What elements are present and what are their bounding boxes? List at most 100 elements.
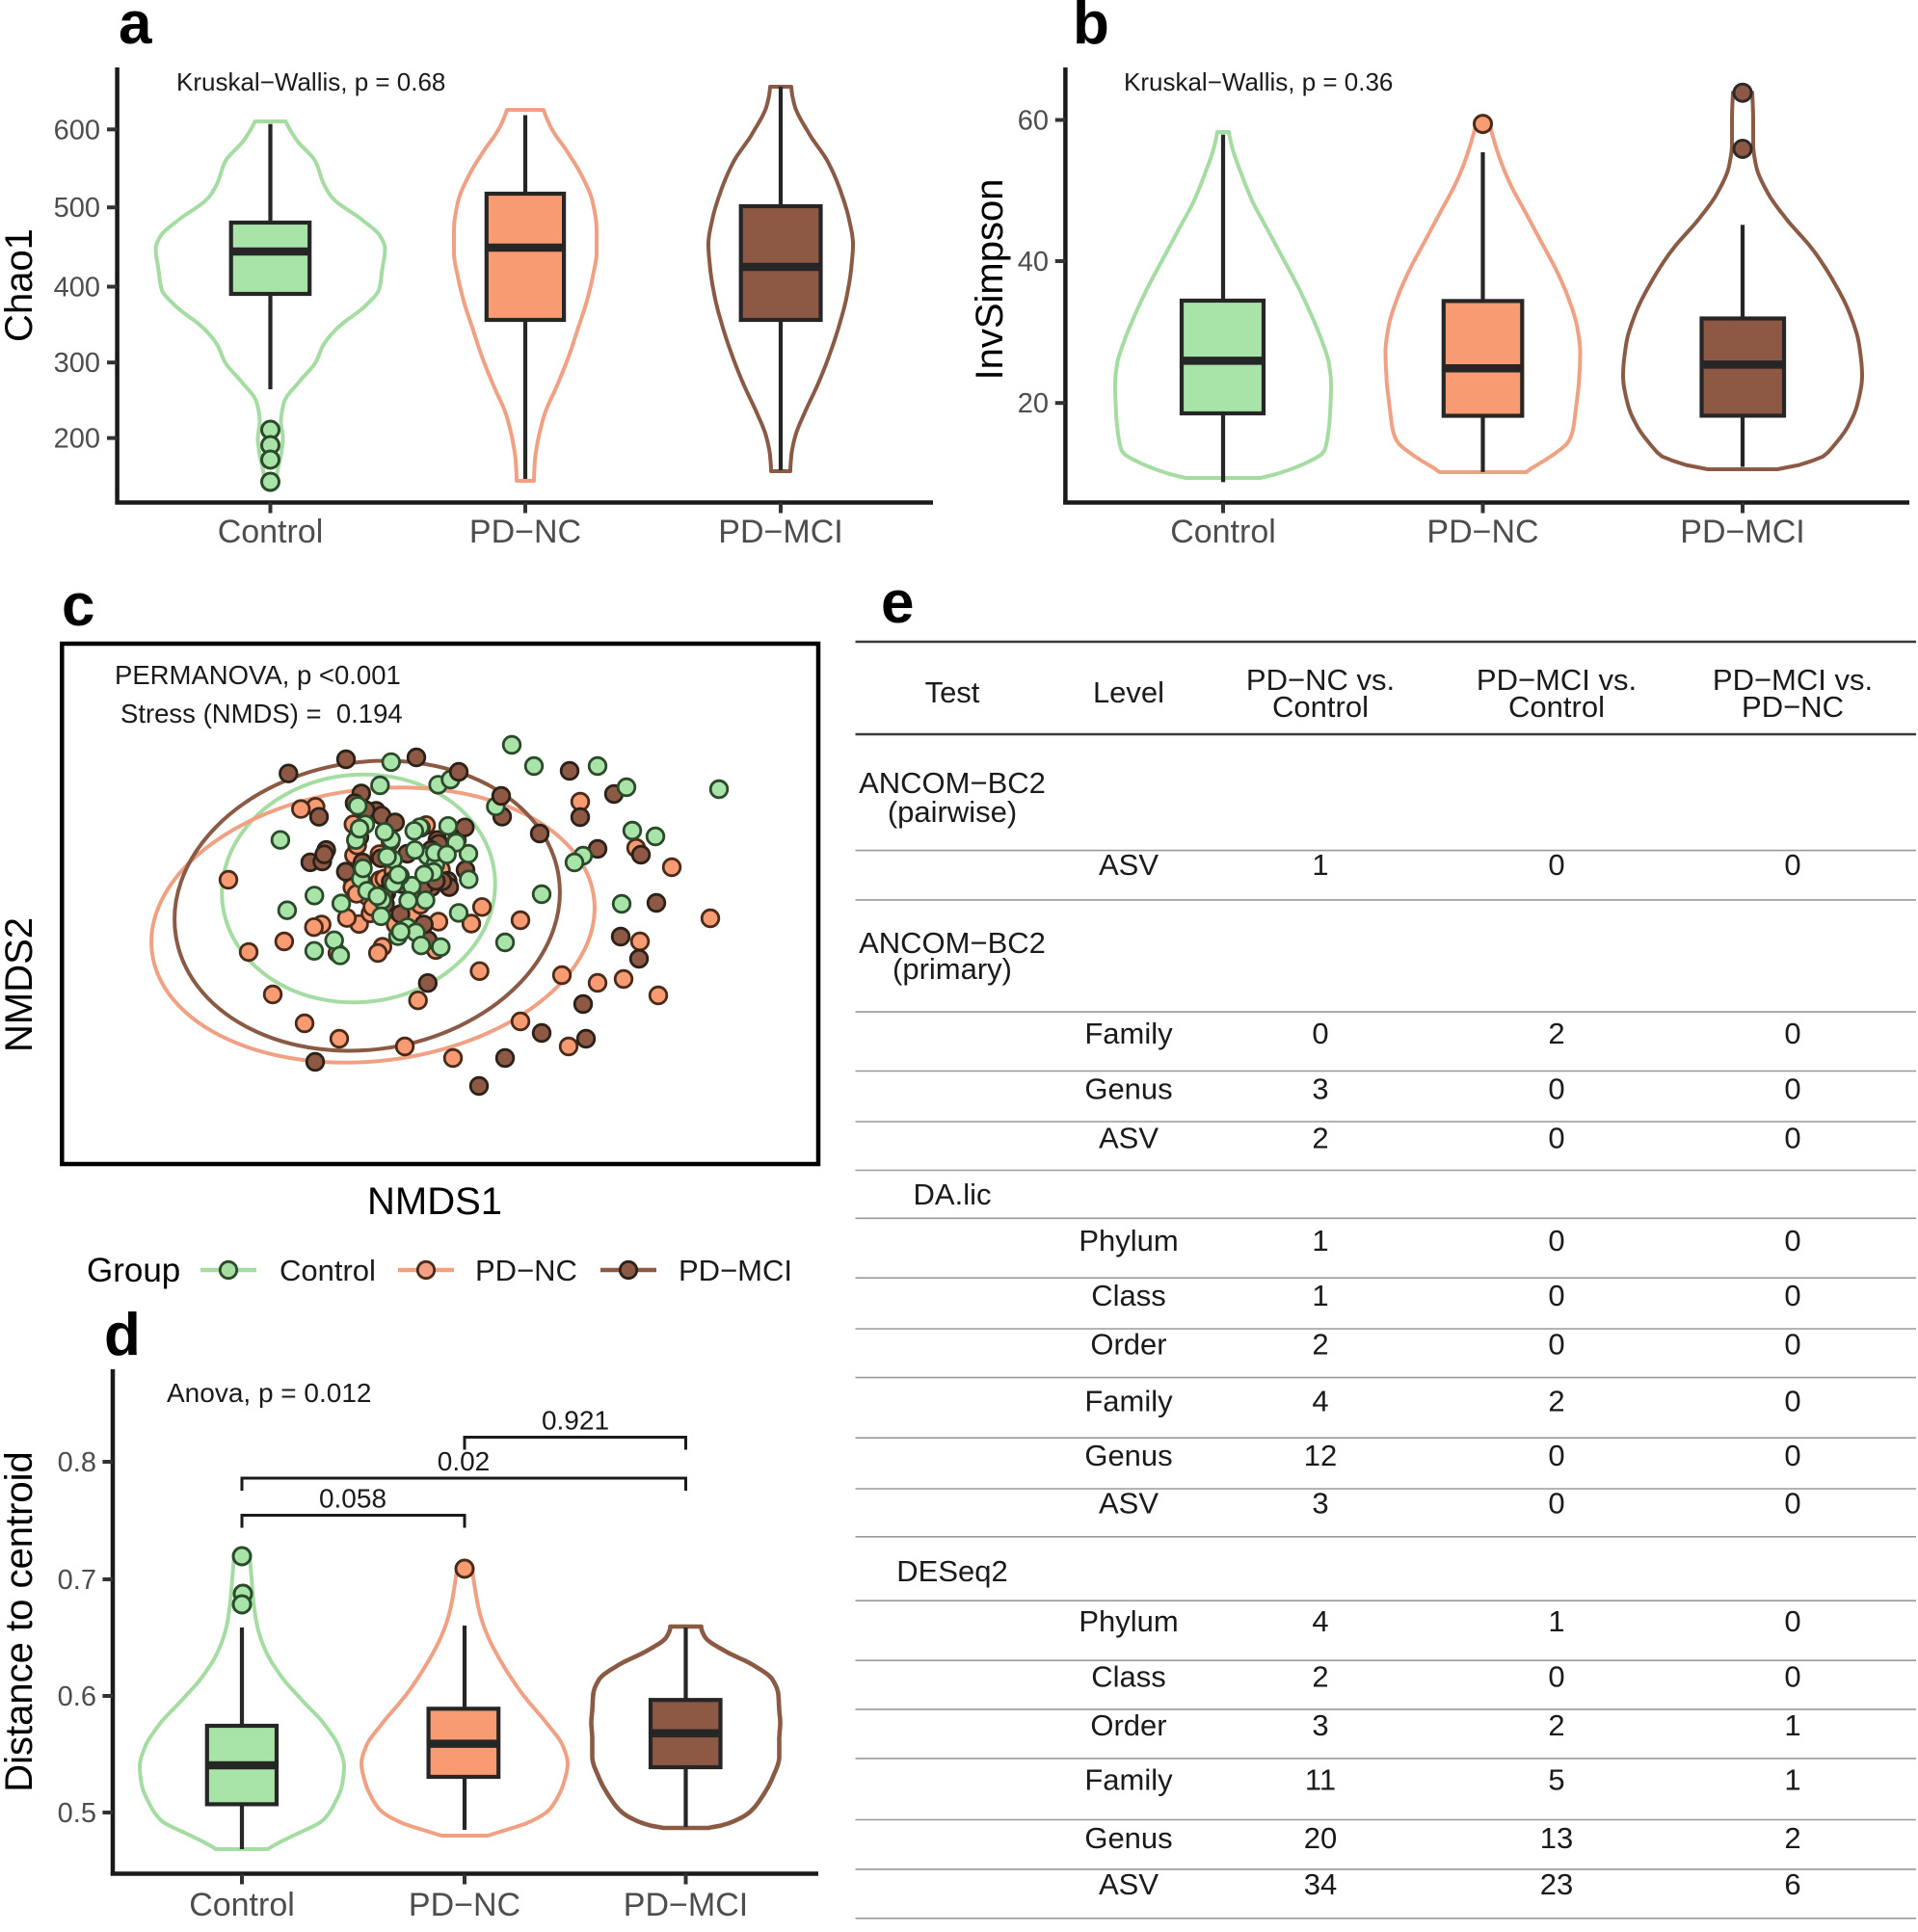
- svg-text:0: 0: [1548, 1224, 1564, 1257]
- svg-text:0.5: 0.5: [58, 1798, 96, 1829]
- svg-text:0: 0: [1548, 1072, 1564, 1105]
- svg-text:600: 600: [54, 115, 100, 146]
- svg-text:e: e: [881, 569, 914, 636]
- svg-text:Order: Order: [1090, 1328, 1166, 1362]
- svg-text:PD−NC: PD−NC: [1426, 514, 1538, 550]
- svg-text:NMDS1: NMDS1: [367, 1180, 502, 1223]
- svg-text:Control: Control: [189, 1887, 295, 1923]
- svg-text:0: 0: [1548, 1328, 1564, 1362]
- svg-text:0: 0: [1784, 848, 1800, 882]
- svg-text:ANCOM−BC2: ANCOM−BC2: [859, 766, 1046, 800]
- svg-text:0: 0: [1784, 1121, 1800, 1154]
- svg-text:Group: Group: [87, 1252, 180, 1289]
- svg-text:1: 1: [1312, 1224, 1328, 1257]
- svg-text:0: 0: [1784, 1439, 1800, 1472]
- svg-text:3: 3: [1312, 1072, 1328, 1105]
- svg-text:23: 23: [1540, 1867, 1573, 1901]
- svg-text:0: 0: [1312, 1017, 1328, 1050]
- svg-text:b: b: [1073, 0, 1109, 57]
- svg-text:0.02: 0.02: [438, 1446, 491, 1476]
- svg-text:0: 0: [1784, 1385, 1800, 1418]
- svg-text:Test: Test: [925, 675, 980, 709]
- svg-text:1: 1: [1312, 848, 1328, 882]
- svg-text:ASV: ASV: [1099, 848, 1159, 882]
- svg-text:Order: Order: [1090, 1708, 1166, 1742]
- svg-text:11: 11: [1305, 1763, 1336, 1797]
- svg-text:(primary): (primary): [892, 952, 1012, 986]
- svg-text:d: d: [104, 1302, 141, 1368]
- svg-text:0: 0: [1784, 1224, 1800, 1257]
- svg-text:0.8: 0.8: [58, 1447, 96, 1478]
- svg-text:PD−MCI vs.: PD−MCI vs.: [1713, 663, 1873, 697]
- svg-text:Chao1: Chao1: [0, 228, 40, 342]
- svg-text:0: 0: [1784, 1328, 1800, 1362]
- svg-text:1: 1: [1312, 1279, 1328, 1312]
- svg-text:PD−NC: PD−NC: [409, 1887, 520, 1923]
- svg-text:Family: Family: [1084, 1017, 1173, 1050]
- svg-text:DESeq2: DESeq2: [896, 1554, 1007, 1588]
- svg-text:Genus: Genus: [1084, 1439, 1172, 1472]
- svg-text:Control: Control: [280, 1254, 376, 1287]
- svg-text:2: 2: [1548, 1708, 1564, 1742]
- svg-text:PD−MCI: PD−MCI: [1680, 514, 1804, 550]
- svg-text:ASV: ASV: [1099, 1867, 1159, 1901]
- svg-text:4: 4: [1312, 1604, 1328, 1638]
- svg-text:PD−NC: PD−NC: [469, 514, 581, 550]
- svg-text:0: 0: [1784, 1072, 1800, 1105]
- svg-text:Distance to centroid: Distance to centroid: [0, 1451, 40, 1792]
- svg-text:Stress (NMDS) = 0.194: Stress (NMDS) = 0.194: [120, 699, 403, 728]
- svg-text:12: 12: [1304, 1439, 1337, 1472]
- svg-text:Family: Family: [1084, 1763, 1173, 1797]
- svg-text:Kruskal−Wallis, p = 0.36: Kruskal−Wallis, p = 0.36: [1124, 67, 1393, 96]
- svg-text:200: 200: [54, 424, 100, 455]
- svg-text:0: 0: [1784, 1017, 1800, 1050]
- svg-text:3: 3: [1312, 1708, 1328, 1742]
- svg-text:Genus: Genus: [1084, 1072, 1172, 1105]
- svg-text:0: 0: [1784, 1279, 1800, 1312]
- svg-text:20: 20: [1304, 1821, 1337, 1855]
- svg-text:Genus: Genus: [1084, 1821, 1172, 1855]
- svg-text:1: 1: [1784, 1708, 1800, 1742]
- svg-text:Control: Control: [218, 514, 324, 550]
- svg-text:0: 0: [1784, 1659, 1800, 1693]
- svg-text:ASV: ASV: [1099, 1121, 1159, 1154]
- svg-text:Phylum: Phylum: [1079, 1604, 1178, 1638]
- svg-text:0.7: 0.7: [58, 1565, 96, 1596]
- svg-text:ASV: ASV: [1099, 1487, 1159, 1521]
- svg-text:Anova, p = 0.012: Anova, p = 0.012: [167, 1378, 372, 1408]
- svg-text:Control: Control: [1170, 514, 1276, 550]
- svg-text:Class: Class: [1091, 1279, 1166, 1312]
- svg-text:2: 2: [1548, 1017, 1564, 1050]
- svg-text:Kruskal−Wallis, p = 0.68: Kruskal−Wallis, p = 0.68: [176, 67, 445, 96]
- svg-text:0: 0: [1548, 1279, 1564, 1312]
- svg-text:2: 2: [1312, 1328, 1328, 1362]
- svg-text:0.6: 0.6: [58, 1681, 96, 1712]
- svg-text:13: 13: [1540, 1821, 1573, 1855]
- svg-text:3: 3: [1312, 1487, 1328, 1521]
- svg-text:PD−MCI: PD−MCI: [624, 1887, 748, 1923]
- svg-text:20: 20: [1018, 388, 1049, 419]
- svg-text:(pairwise): (pairwise): [888, 795, 1017, 829]
- svg-text:4: 4: [1312, 1385, 1328, 1418]
- svg-text:Phylum: Phylum: [1079, 1224, 1178, 1257]
- svg-text:0: 0: [1548, 1659, 1564, 1693]
- svg-text:500: 500: [54, 193, 100, 224]
- svg-text:0: 0: [1784, 1487, 1800, 1521]
- svg-text:0: 0: [1548, 848, 1564, 882]
- svg-text:NMDS2: NMDS2: [0, 917, 40, 1052]
- svg-text:0: 0: [1548, 1487, 1564, 1521]
- svg-text:DA.lic: DA.lic: [914, 1178, 992, 1211]
- svg-text:0: 0: [1548, 1439, 1564, 1472]
- svg-text:ANCOM−BC2: ANCOM−BC2: [859, 926, 1046, 960]
- svg-text:40: 40: [1018, 247, 1049, 278]
- svg-text:Level: Level: [1093, 675, 1164, 709]
- svg-text:PD−NC vs.: PD−NC vs.: [1246, 663, 1395, 697]
- svg-text:0.921: 0.921: [542, 1406, 609, 1436]
- svg-text:PERMANOVA, p <0.001: PERMANOVA, p <0.001: [115, 660, 401, 690]
- svg-text:PD−MCI: PD−MCI: [679, 1254, 792, 1287]
- svg-text:PD−MCI: PD−MCI: [718, 514, 842, 550]
- svg-text:1: 1: [1548, 1604, 1564, 1638]
- svg-text:6: 6: [1784, 1867, 1800, 1901]
- svg-text:34: 34: [1304, 1867, 1337, 1901]
- svg-text:0: 0: [1784, 1604, 1800, 1638]
